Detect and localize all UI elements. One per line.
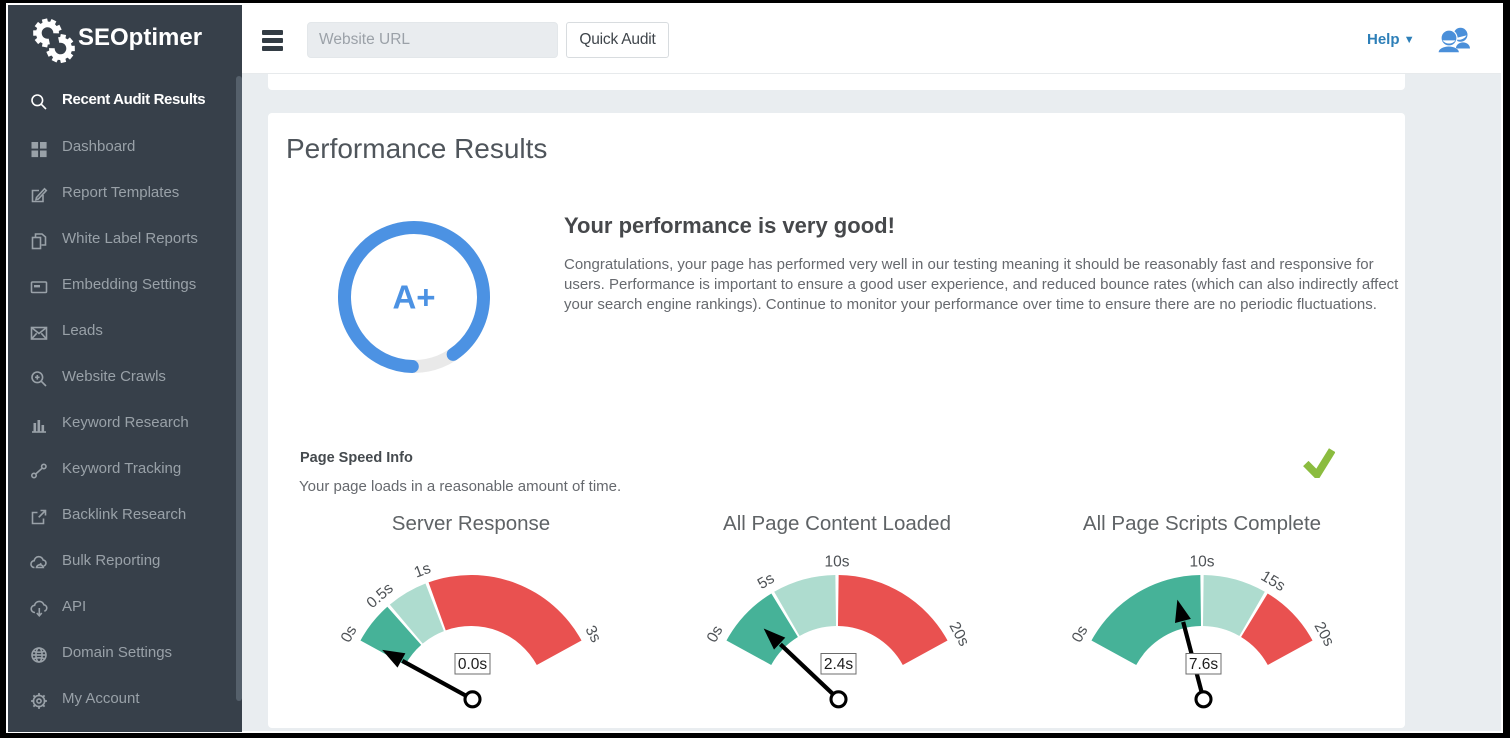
svg-text:20s: 20s bbox=[945, 619, 972, 649]
svg-text:5s: 5s bbox=[755, 570, 778, 593]
svg-text:10s: 10s bbox=[1190, 554, 1215, 571]
svg-text:20s: 20s bbox=[1310, 619, 1337, 649]
svg-text:0s: 0s bbox=[338, 623, 361, 646]
svg-text:3s: 3s bbox=[582, 623, 605, 646]
svg-text:A+: A+ bbox=[392, 279, 435, 316]
svg-text:2.4s: 2.4s bbox=[824, 656, 854, 673]
svg-text:10s: 10s bbox=[825, 554, 850, 571]
svg-text:1s: 1s bbox=[412, 560, 434, 582]
svg-text:7.6s: 7.6s bbox=[1189, 656, 1219, 673]
svg-text:0s: 0s bbox=[1069, 623, 1092, 646]
svg-text:0.0s: 0.0s bbox=[458, 656, 488, 673]
svg-text:0s: 0s bbox=[704, 623, 727, 646]
